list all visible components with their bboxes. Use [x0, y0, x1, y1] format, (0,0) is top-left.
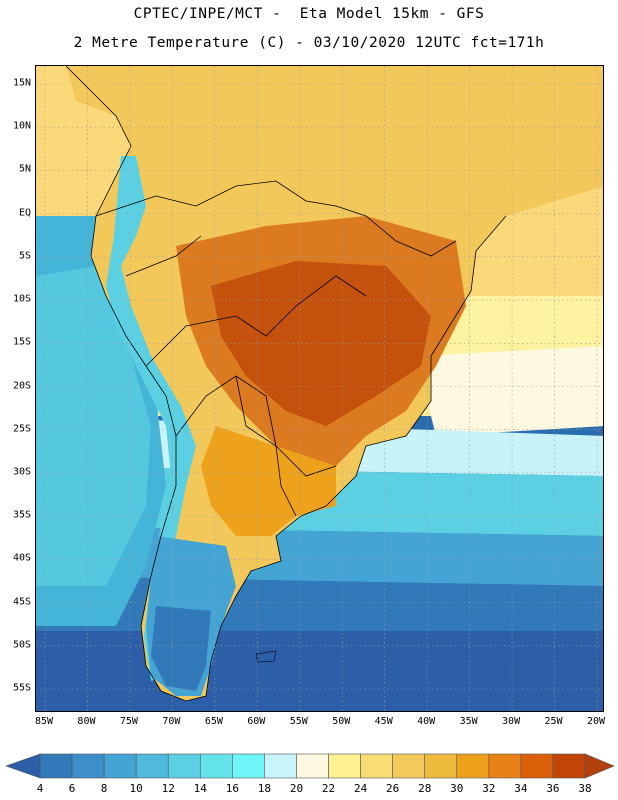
lat-label-45s: 45S — [12, 596, 31, 608]
colorbar-label-4: 4 — [36, 782, 44, 795]
lon-label-70w: 70W — [162, 716, 181, 727]
colorbar-label-22: 22 — [321, 782, 336, 795]
lat-label-40s: 40S — [12, 552, 31, 564]
colorbar-swatch-14 — [456, 753, 490, 779]
colorbar-label-8: 8 — [100, 782, 108, 795]
colorbar-swatch-1 — [39, 753, 73, 779]
lat-label-5n: 5N — [18, 163, 31, 175]
ocean-band-deep-blue — [36, 631, 603, 711]
colorbar-swatch-7 — [232, 753, 265, 779]
grid-lines — [36, 66, 603, 711]
colorbar-label-20: 20 — [289, 782, 304, 795]
colorbar-label-14: 14 — [193, 782, 207, 795]
lat-label-15n: 15N — [12, 77, 31, 89]
colorbar-swatch-2 — [71, 753, 105, 779]
colorbar-swatch-8 — [264, 753, 297, 779]
lon-label-40w: 40W — [417, 716, 436, 727]
map-frame[interactable] — [35, 65, 604, 712]
colorbar-swatch-12 — [392, 753, 426, 779]
colorbar-label-16: 16 — [225, 782, 239, 795]
temperature-map — [36, 66, 603, 711]
lon-label-35w: 35W — [459, 716, 478, 727]
colorbar-swatch-17 — [552, 753, 586, 779]
colorbar-label-28: 28 — [418, 782, 432, 795]
lon-label-55w: 55W — [289, 716, 308, 727]
ocean-band-warm-east — [416, 346, 603, 436]
colorbar-swatch-10 — [328, 753, 361, 779]
lon-label-45w: 45W — [374, 716, 393, 727]
colorbar-swatch-4 — [135, 753, 169, 779]
colorbar-label-10: 10 — [129, 782, 143, 795]
lon-label-25w: 25W — [544, 716, 563, 727]
lat-label-35s: 35S — [12, 509, 31, 521]
lat-label-25s: 25S — [12, 423, 31, 435]
lat-label-10s: 10S — [12, 293, 31, 305]
title-line-2: 2 Metre Temperature (C) - 03/10/2020 12U… — [73, 35, 545, 51]
colorbar-label-12: 12 — [161, 782, 175, 795]
lon-label-20w: 20W — [586, 716, 606, 727]
title-line-1: CPTEC/INPE/MCT - Eta Model 15km - GFS — [133, 6, 485, 22]
lat-label-30s: 30S — [12, 466, 31, 478]
lat-label-50s: 50S — [12, 639, 31, 651]
lon-label-85w: 85W — [34, 716, 54, 727]
lon-label-75w: 75W — [119, 716, 138, 727]
colorbar-swatch-13 — [424, 753, 458, 779]
colorbar-swatch-16 — [520, 753, 554, 779]
colorbar-arrow-high — [584, 753, 615, 779]
country-borders — [65, 66, 507, 702]
colorbar-label-32: 32 — [482, 782, 496, 795]
pacific-cyan-water — [36, 266, 151, 586]
lat-label-55s: 55S — [12, 682, 31, 694]
lat-label-15s: 15S — [12, 336, 31, 348]
colorbar-swatch-3 — [103, 753, 137, 779]
lon-label-80w: 80W — [77, 716, 96, 727]
patagonia-blue — [151, 606, 211, 691]
colorbar — [5, 753, 615, 779]
colorbar-label-18: 18 — [257, 782, 272, 795]
falkland-islands — [255, 650, 277, 663]
lon-label-50w: 50W — [332, 716, 351, 727]
lat-label-eq: EQ — [18, 207, 31, 219]
colorbar-label-38: 38 — [578, 782, 592, 795]
colorbar-swatch-15 — [488, 753, 522, 779]
colorbar-label-30: 30 — [450, 782, 464, 795]
lat-label-20s: 20S — [12, 380, 31, 391]
lon-label-60w: 60W — [247, 716, 266, 727]
lon-label-65w: 65W — [204, 716, 223, 727]
colorbar-label-24: 24 — [353, 782, 368, 795]
lat-label-10n: 10N — [12, 120, 31, 132]
colorbar-label-34: 34 — [514, 782, 528, 795]
lat-label-5s: 5S — [18, 250, 31, 262]
colorbar-label-26: 26 — [386, 782, 400, 795]
colorbar-swatch-11 — [360, 753, 393, 779]
colorbar-swatch-5 — [167, 753, 201, 779]
colorbar-label-36: 36 — [546, 782, 560, 795]
colorbar-label-6: 6 — [68, 782, 76, 795]
southern-warm — [201, 426, 336, 536]
colorbar-arrow-low — [5, 753, 41, 779]
colorbar-swatch-9 — [296, 753, 329, 779]
lon-label-30w: 30W — [502, 716, 521, 727]
colorbar-swatch-6 — [199, 753, 233, 779]
